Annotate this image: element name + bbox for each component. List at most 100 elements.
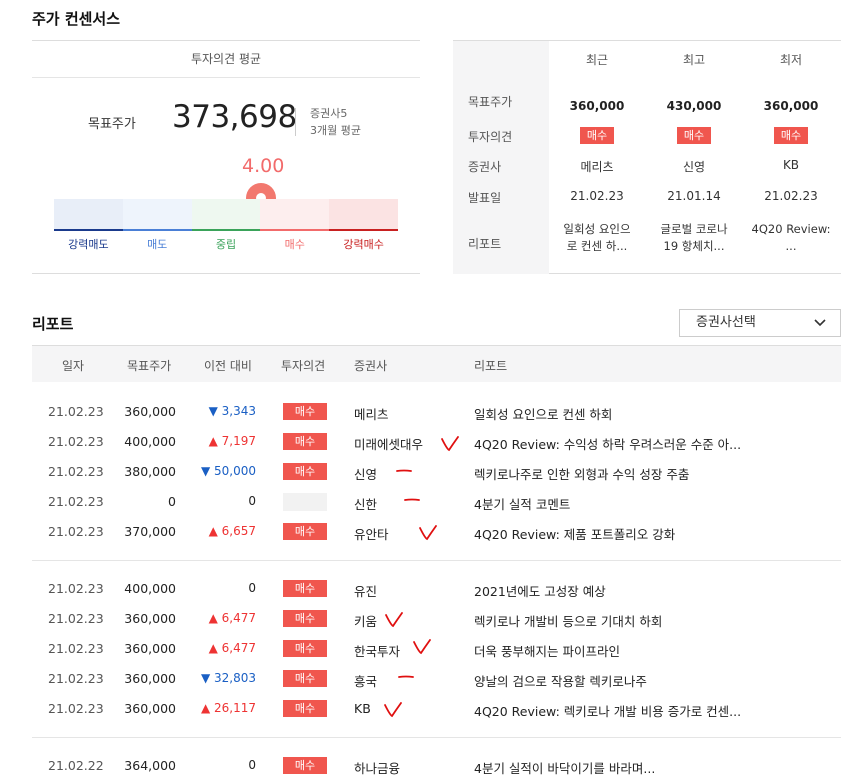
row-change: 0: [248, 494, 256, 508]
gauge-label-neutral: 중립: [215, 238, 237, 251]
row-date: 21.02.23: [48, 464, 104, 479]
handwritten-check-mark: [385, 612, 403, 628]
row-change: 0: [248, 758, 256, 772]
row-broker: 키움: [354, 614, 378, 629]
buy-badge: 매수: [283, 403, 327, 420]
row-change: ▼ 32,803: [200, 671, 256, 685]
table-row: 21.02.23 360,000 ▲ 6,477 매수 키움 렉키로나 개발비 등으로 기…: [32, 604, 841, 634]
row-report-link[interactable]: 4분기 실적 코멘트: [474, 497, 571, 512]
row-target-price: 360,000: [124, 611, 176, 626]
divider: [295, 108, 296, 136]
row-label-opinion: 투자의견: [468, 130, 513, 144]
recent-opinion: 매수: [549, 127, 645, 144]
gauge-label-buy: 매수: [284, 238, 305, 251]
target-price-value: 373,698: [172, 99, 297, 135]
row-broker: 유안타: [354, 527, 389, 542]
row-change: ▲ 6,657: [208, 524, 256, 538]
header-date: 일자: [62, 359, 85, 373]
high-report-link[interactable]: 글로벌 코로나 19 항체치...: [660, 222, 728, 253]
high-broker: 신영: [682, 160, 706, 174]
consensus-section-title: 주가 컨센서스: [32, 10, 121, 28]
high-opinion: 매수: [646, 127, 742, 144]
opinion-average-panel: 투자의견 평균 목표주가 373,698 증권사5 3개월 평균 4.00 강력…: [32, 40, 420, 274]
row-date: 21.02.22: [48, 758, 104, 773]
table-row: 21.02.23 400,000 0 매수 유진 2021년에도 고성장 예상: [32, 574, 841, 604]
row-date: 21.02.23: [48, 701, 104, 716]
row-change: ▲ 6,477: [208, 611, 256, 625]
row-report-link[interactable]: 렉키로나 개발비 등으로 기대치 하회: [474, 614, 663, 629]
buy-badge: 매수: [283, 610, 327, 627]
table-row: 21.02.23 380,000 ▼ 50,000 매수 신영 렉키로나주로 인한 외형과…: [32, 457, 841, 487]
buy-badge: 매수: [283, 580, 327, 597]
group-divider: [32, 737, 841, 738]
report-section-title: 리포트: [32, 315, 74, 333]
low-date: 21.02.23: [764, 189, 818, 203]
row-report-link[interactable]: 렉키로나주로 인한 외형과 수익 성장 주춤: [474, 467, 690, 482]
buy-badge: 매수: [773, 127, 809, 144]
column-header-low: 최저: [779, 53, 803, 67]
buy-badge: 매수: [283, 433, 327, 450]
gauge-label-strong-sell: 강력매도: [68, 238, 109, 251]
empty-opinion-badge: [283, 493, 327, 511]
gauge-segment-buy: [260, 199, 330, 231]
handwritten-check-mark: [441, 436, 459, 452]
report-table-header: 일자 목표주가 이전 대비 투자의견 증권사 리포트: [32, 345, 841, 382]
row-date: 21.02.23: [48, 581, 104, 596]
high-target-price: 430,000: [666, 99, 722, 113]
column-header-high: 최고: [682, 53, 706, 67]
opinion-average-header: 투자의견 평균: [32, 41, 420, 78]
low-report-link[interactable]: 4Q20 Review:...: [751, 222, 831, 253]
gauge-segment-neutral: [191, 199, 261, 231]
row-report-link[interactable]: 4Q20 Review: 제품 포트폴리오 강화: [474, 527, 676, 542]
row-date: 21.02.23: [48, 671, 104, 686]
row-broker: 메리츠: [354, 407, 389, 422]
row-broker: 하나금융: [354, 761, 401, 776]
buy-badge: 매수: [283, 463, 327, 480]
header-target-price: 목표주가: [127, 359, 172, 373]
table-row: 21.02.23 0 0 신한 4분기 실적 코멘트: [32, 487, 841, 517]
handwritten-check-mark: [413, 639, 431, 655]
buy-badge: 매수: [283, 640, 327, 657]
row-report-link[interactable]: 양날의 검으로 작용할 렉키로나주: [474, 674, 647, 689]
row-change: 0: [248, 581, 256, 595]
row-report-link[interactable]: 4Q20 Review: 수익성 하락 우려스러운 수준 아...: [474, 437, 742, 452]
row-report-link[interactable]: 2021년에도 고성장 예상: [474, 584, 606, 599]
header-report: 리포트: [474, 359, 508, 373]
row-opinion: 매수: [283, 403, 327, 420]
row-label-column: [453, 41, 549, 274]
row-date: 21.02.23: [48, 524, 104, 539]
row-broker: 신영: [354, 467, 378, 482]
row-label-report: 리포트: [468, 237, 502, 251]
row-label-target-price: 목표주가: [468, 95, 513, 109]
handwritten-dash-mark: [398, 675, 414, 678]
gauge-score: 4.00: [242, 155, 285, 177]
row-report-link[interactable]: 4Q20 Review: 렉키로나 개발 비용 증가로 컨센...: [474, 704, 742, 719]
gauge-label-strong-buy: 강력매수: [343, 238, 384, 251]
header-broker: 증권사: [354, 359, 388, 373]
row-report-link[interactable]: 더욱 풍부해지는 파이프라인: [474, 644, 620, 659]
broker-select-dropdown[interactable]: 증권사선택: [679, 309, 841, 337]
buy-badge: 매수: [283, 757, 327, 774]
handwritten-check-mark: [419, 525, 437, 541]
row-label-date: 발표일: [468, 191, 502, 205]
row-report-link[interactable]: 4분기 실적이 바닥이기를 바라며...: [474, 761, 656, 776]
row-date: 21.02.23: [48, 404, 104, 419]
gauge-segment-strong-buy: [329, 199, 398, 231]
chevron-down-icon: [814, 319, 826, 327]
broker-select-value: 증권사선택: [696, 315, 756, 330]
row-date: 21.02.23: [48, 494, 104, 509]
gauge-label-sell: 매도: [147, 238, 168, 251]
recent-report-link[interactable]: 일회성 요인으 로 컨센 하...: [563, 222, 631, 253]
high-date: 21.01.14: [667, 189, 721, 203]
row-date: 21.02.23: [48, 434, 104, 449]
row-change: ▲ 26,117: [200, 701, 256, 715]
buy-badge: 매수: [283, 670, 327, 687]
target-price-label: 목표주가: [88, 117, 136, 132]
broker-count: 증권사5: [310, 107, 348, 120]
handwritten-dash-mark: [404, 498, 420, 501]
recent-date: 21.02.23: [570, 189, 624, 203]
row-opinion: 매수: [283, 670, 327, 687]
row-target-price: 0: [168, 494, 176, 509]
table-row: 21.02.23 400,000 ▲ 7,197 매수 미래에셋대우 4Q20 Revie…: [32, 427, 841, 457]
row-report-link[interactable]: 일회성 요인으로 컨센 하회: [474, 407, 613, 422]
